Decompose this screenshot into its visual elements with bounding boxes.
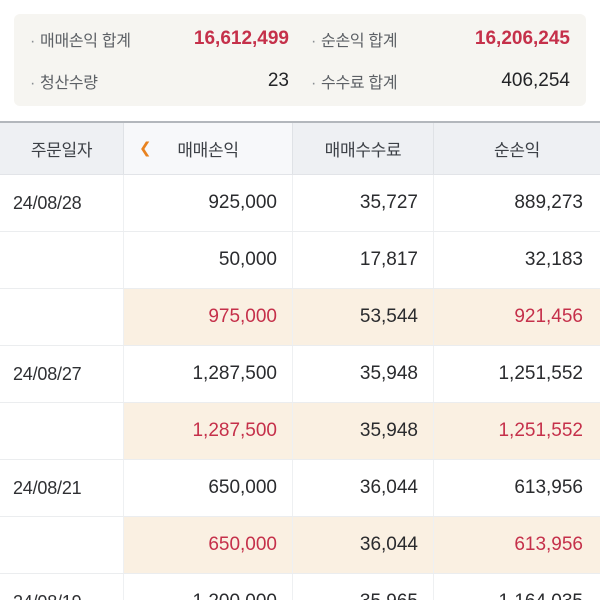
trade-pnl-cell: 650,000	[123, 517, 292, 573]
summary-item: · 순손익 합계 16,206,245	[311, 27, 570, 51]
trade-pnl-cell: 975,000	[123, 289, 292, 345]
column-header-net-pnl[interactable]: 순손익	[433, 123, 600, 174]
summary-item: · 청산수량 23	[30, 69, 289, 93]
order-date-cell: 24/08/27	[0, 346, 123, 402]
column-header-label: 매매손익	[177, 141, 239, 160]
net-pnl-cell: 1,164,035	[433, 574, 600, 600]
trade-fee-cell: 36,044	[292, 460, 433, 516]
summary-item: · 매매손익 합계 16,612,499	[30, 27, 289, 51]
trade-pnl-cell: 650,000	[123, 460, 292, 516]
order-date-cell	[0, 403, 123, 459]
table-row[interactable]: 24/08/19 1,200,000 35,965 1,164,035	[0, 574, 600, 600]
net-pnl-cell: 613,956	[433, 517, 600, 573]
pnl-table: 주문일자 ❮ 매매손익 매매수수료 순손익 24/08/28 925,000 3…	[0, 121, 600, 600]
summary-value: 406,254	[501, 70, 570, 91]
bullet-icon: ·	[30, 33, 36, 50]
bullet-icon: ·	[311, 75, 317, 92]
table-row[interactable]: 24/08/28 925,000 35,727 889,273	[0, 175, 600, 232]
summary-label: · 청산수량	[30, 75, 98, 92]
net-pnl-cell: 921,456	[433, 289, 600, 345]
summary-label: · 수수료 합계	[311, 75, 398, 92]
table-row[interactable]: 975,000 53,544 921,456	[0, 289, 600, 346]
trade-pnl-cell: 1,287,500	[123, 346, 292, 402]
summary-value: 23	[267, 70, 289, 91]
net-pnl-cell: 889,273	[433, 175, 600, 231]
column-header-trade-fee[interactable]: 매매수수료	[292, 123, 433, 174]
order-date-cell: 24/08/28	[0, 175, 123, 231]
order-date-cell: 24/08/19	[0, 574, 123, 600]
chevron-left-icon[interactable]: ❮	[139, 139, 152, 157]
trade-fee-cell: 35,727	[292, 175, 433, 231]
table-header-row: 주문일자 ❮ 매매손익 매매수수료 순손익	[0, 123, 600, 175]
table-row[interactable]: 24/08/27 1,287,500 35,948 1,251,552	[0, 346, 600, 403]
bullet-icon: ·	[311, 33, 317, 50]
order-date-cell	[0, 517, 123, 573]
table-row[interactable]: 1,287,500 35,948 1,251,552	[0, 403, 600, 460]
column-header-trade-pnl[interactable]: ❮ 매매손익	[123, 123, 292, 174]
trade-fee-cell: 35,965	[292, 574, 433, 600]
trade-fee-cell: 17,817	[292, 232, 433, 288]
summary-value: 16,206,245	[474, 28, 570, 49]
trade-fee-cell: 36,044	[292, 517, 433, 573]
net-pnl-cell: 613,956	[433, 460, 600, 516]
column-header-label: 매매수수료	[324, 141, 402, 160]
column-header-label: 순손익	[493, 141, 541, 160]
trade-pnl-cell: 1,287,500	[123, 403, 292, 459]
bullet-icon: ·	[30, 75, 36, 92]
trade-pnl-cell: 925,000	[123, 175, 292, 231]
order-date-cell	[0, 289, 123, 345]
trade-fee-cell: 35,948	[292, 346, 433, 402]
pnl-summary-card: · 매매손익 합계 16,612,499 · 순손익 합계 16,206,245 ·…	[14, 14, 586, 106]
table-body: 24/08/28 925,000 35,727 889,273 50,000 1…	[0, 175, 600, 600]
trade-pnl-cell: 1,200,000	[123, 574, 292, 600]
summary-value: 16,612,499	[193, 28, 289, 49]
table-row[interactable]: 650,000 36,044 613,956	[0, 517, 600, 574]
summary-label: · 순손익 합계	[311, 33, 398, 50]
table-row[interactable]: 24/08/21 650,000 36,044 613,956	[0, 460, 600, 517]
summary-item: · 수수료 합계 406,254	[311, 69, 570, 93]
trade-pnl-cell: 50,000	[123, 232, 292, 288]
column-header-order-date[interactable]: 주문일자	[0, 123, 123, 174]
table-row[interactable]: 50,000 17,817 32,183	[0, 232, 600, 289]
net-pnl-cell: 32,183	[433, 232, 600, 288]
net-pnl-cell: 1,251,552	[433, 346, 600, 402]
summary-label: · 매매손익 합계	[30, 33, 131, 50]
trade-fee-cell: 35,948	[292, 403, 433, 459]
column-header-label: 주문일자	[30, 141, 93, 160]
order-date-cell	[0, 232, 123, 288]
trade-fee-cell: 53,544	[292, 289, 433, 345]
order-date-cell: 24/08/21	[0, 460, 123, 516]
net-pnl-cell: 1,251,552	[433, 403, 600, 459]
